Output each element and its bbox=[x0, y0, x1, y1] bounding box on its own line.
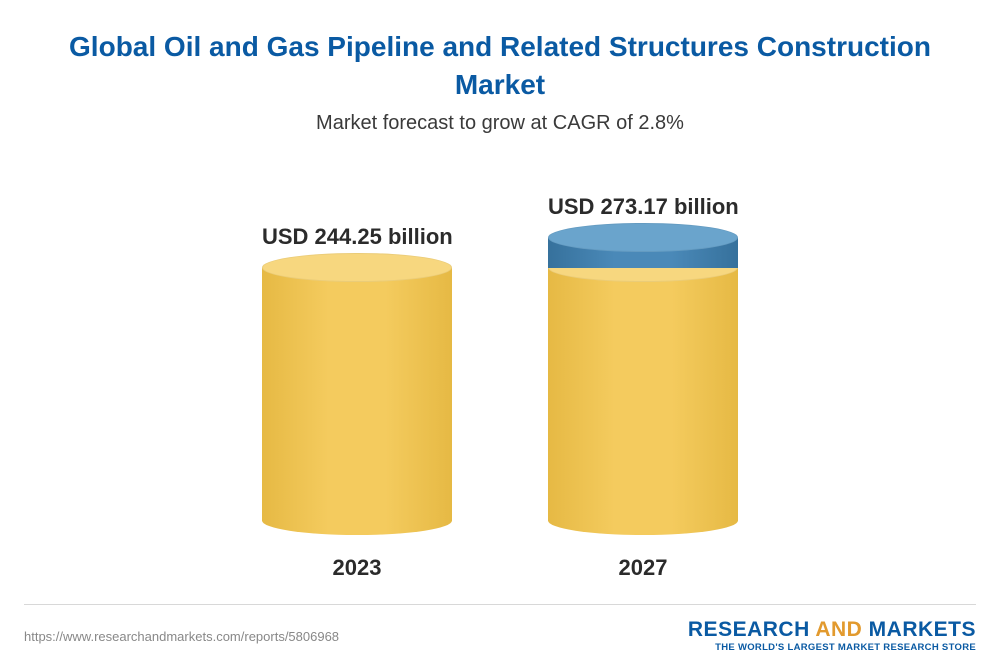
brand-word-3: MARKETS bbox=[869, 618, 976, 641]
brand-logo: RESEARCH AND MARKETS THE WORLD'S LARGEST… bbox=[688, 619, 976, 653]
bar-value-label: USD 273.17 billion bbox=[548, 194, 738, 220]
source-url: https://www.researchandmarkets.com/repor… bbox=[24, 629, 339, 644]
bar-value-label: USD 244.25 billion bbox=[262, 224, 452, 250]
bar-year-label: 2023 bbox=[257, 555, 457, 581]
chart-title: Global Oil and Gas Pipeline and Related … bbox=[0, 0, 1000, 112]
brand-word-2: AND bbox=[815, 618, 862, 641]
cylinder-segment-top bbox=[262, 253, 452, 282]
brand-tagline: THE WORLD'S LARGEST MARKET RESEARCH STOR… bbox=[688, 643, 976, 653]
bar-year-label: 2027 bbox=[543, 555, 743, 581]
footer: https://www.researchandmarkets.com/repor… bbox=[0, 605, 1000, 667]
brand-word-1: RESEARCH bbox=[688, 618, 810, 641]
brand-name: RESEARCH AND MARKETS bbox=[688, 619, 976, 641]
cylinder bbox=[262, 268, 452, 521]
cylinder-bar: USD 273.17 billion bbox=[548, 194, 738, 521]
chart-area: USD 244.25 billion2023USD 273.17 billion… bbox=[0, 155, 1000, 545]
cylinder bbox=[548, 238, 738, 521]
cylinder-bar: USD 244.25 billion bbox=[262, 224, 452, 521]
chart-subtitle: Market forecast to grow at CAGR of 2.8% bbox=[0, 112, 1000, 135]
cylinder-segment-top bbox=[548, 223, 738, 252]
cylinder-segment bbox=[262, 268, 452, 521]
cylinder-segment bbox=[548, 268, 738, 521]
